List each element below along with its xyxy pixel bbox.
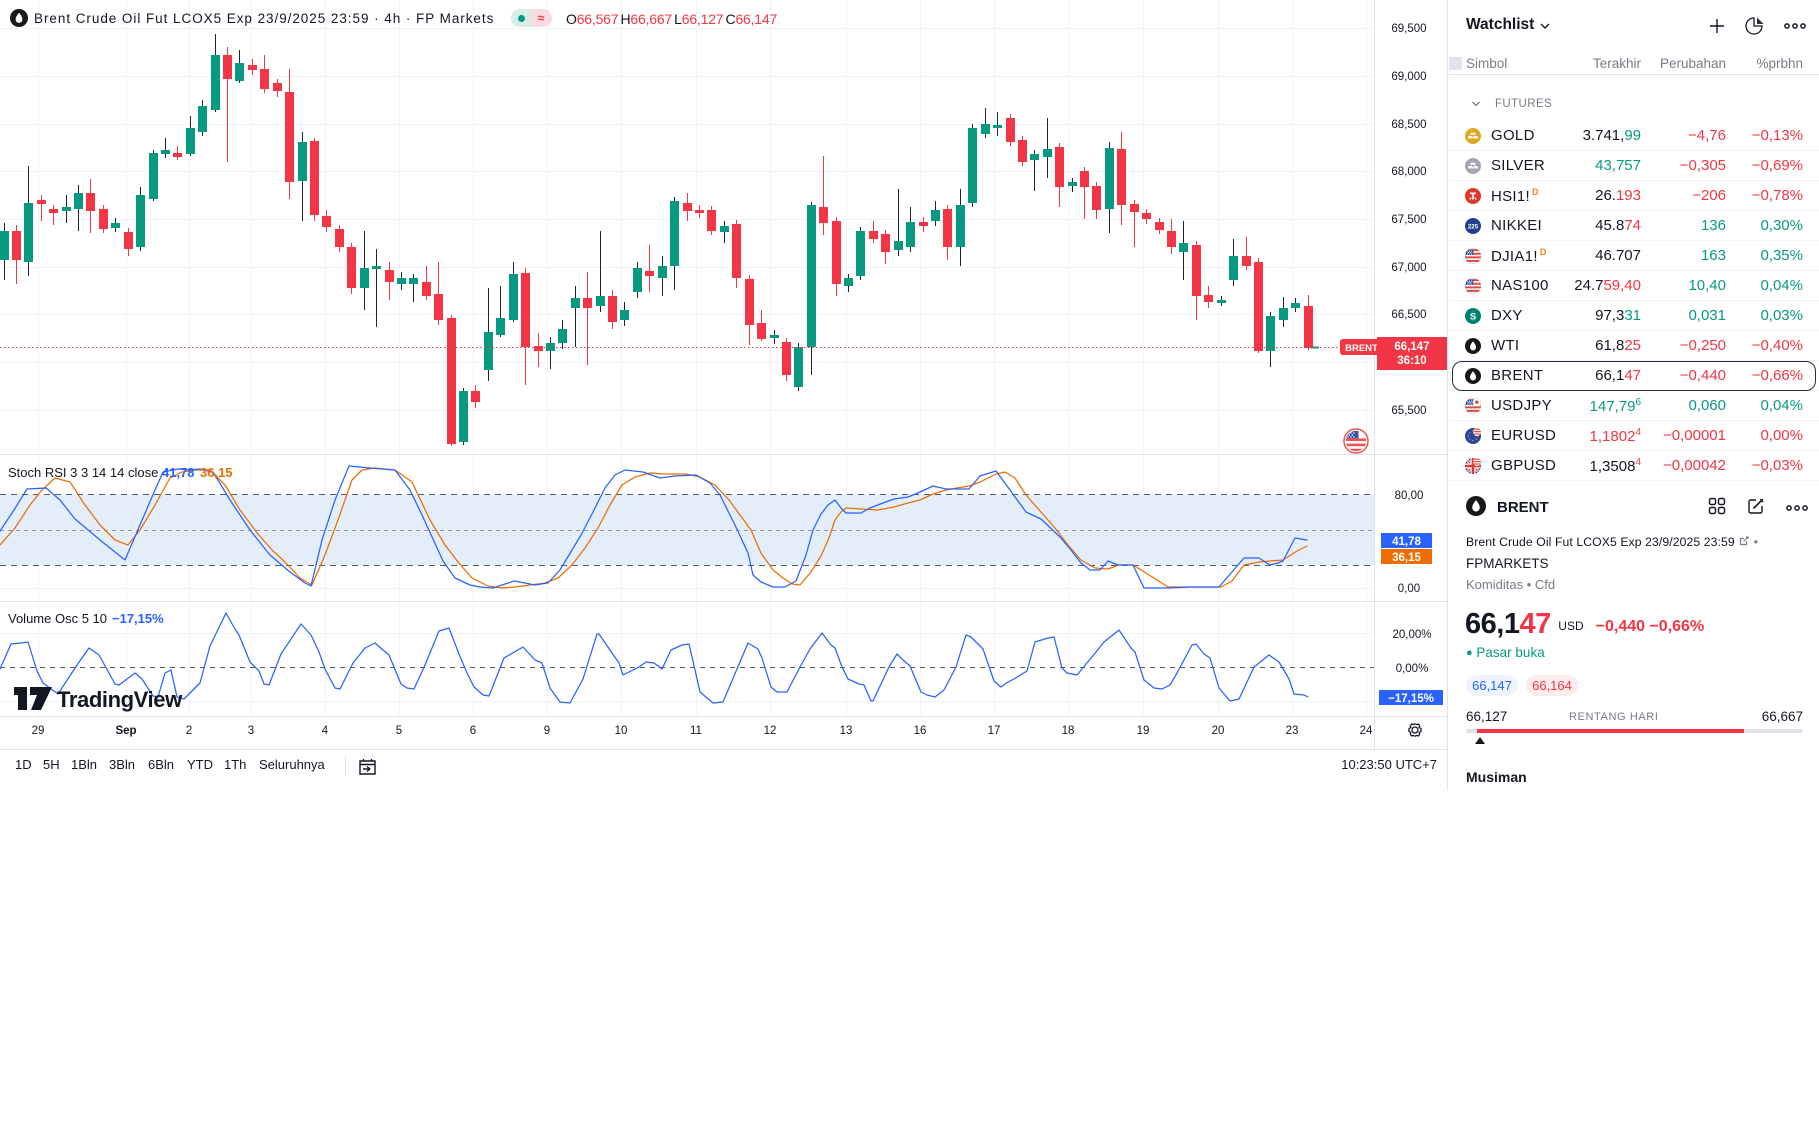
svg-text:5: 5 <box>396 725 402 737</box>
svg-text:66,500: 66,500 <box>1391 309 1426 321</box>
svg-text:65,500: 65,500 <box>1391 405 1426 417</box>
svg-text:24: 24 <box>1360 725 1373 737</box>
svg-text:13: 13 <box>840 725 853 737</box>
svg-text:69,500: 69,500 <box>1391 23 1426 35</box>
svg-text:3: 3 <box>248 725 254 737</box>
svg-text:2: 2 <box>186 725 192 737</box>
svg-text:12: 12 <box>764 725 777 737</box>
svg-text:S: S <box>1470 311 1476 322</box>
svg-text:18: 18 <box>1062 725 1075 737</box>
svg-text:6: 6 <box>470 725 476 737</box>
svg-text:36,15: 36,15 <box>200 465 233 480</box>
svg-text:41,78: 41,78 <box>1392 536 1421 548</box>
svg-text:−17,15%: −17,15% <box>1388 693 1434 705</box>
svg-text:67,500: 67,500 <box>1391 214 1426 226</box>
svg-text:16: 16 <box>914 725 927 737</box>
svg-text:17: 17 <box>988 725 1001 737</box>
svg-text:TradingView: TradingView <box>57 687 183 712</box>
svg-text:68,000: 68,000 <box>1391 166 1426 178</box>
svg-text:69,000: 69,000 <box>1391 71 1426 83</box>
svg-text:36,15: 36,15 <box>1392 552 1421 564</box>
svg-text:−17,15%: −17,15% <box>112 611 164 626</box>
svg-text:BRENT: BRENT <box>1345 343 1378 354</box>
svg-text:67,000: 67,000 <box>1391 262 1426 274</box>
svg-text:4: 4 <box>322 725 329 737</box>
svg-text:68,500: 68,500 <box>1391 119 1426 131</box>
svg-text:29: 29 <box>32 725 45 737</box>
svg-text:20: 20 <box>1212 725 1225 737</box>
svg-text:0,00%: 0,00% <box>1396 663 1429 675</box>
svg-text:0,00: 0,00 <box>1398 583 1420 595</box>
svg-text:41,78: 41,78 <box>162 465 195 480</box>
svg-text:80,00: 80,00 <box>1395 490 1424 502</box>
svg-text:Stoch RSI 3 3 14 14 close: Stoch RSI 3 3 14 14 close <box>8 465 158 480</box>
svg-text:11: 11 <box>690 725 702 737</box>
svg-text:Volume Osc 5 10: Volume Osc 5 10 <box>8 611 107 626</box>
svg-text:Sep: Sep <box>115 725 136 737</box>
svg-text:20,00%: 20,00% <box>1392 629 1431 641</box>
svg-text:66,147: 66,147 <box>1394 341 1429 353</box>
svg-text:225: 225 <box>1468 223 1479 230</box>
svg-text:9: 9 <box>544 725 550 737</box>
svg-text:19: 19 <box>1137 725 1150 737</box>
svg-text:10: 10 <box>615 725 628 737</box>
svg-text:23: 23 <box>1286 725 1299 737</box>
svg-text:36:10: 36:10 <box>1397 355 1426 367</box>
